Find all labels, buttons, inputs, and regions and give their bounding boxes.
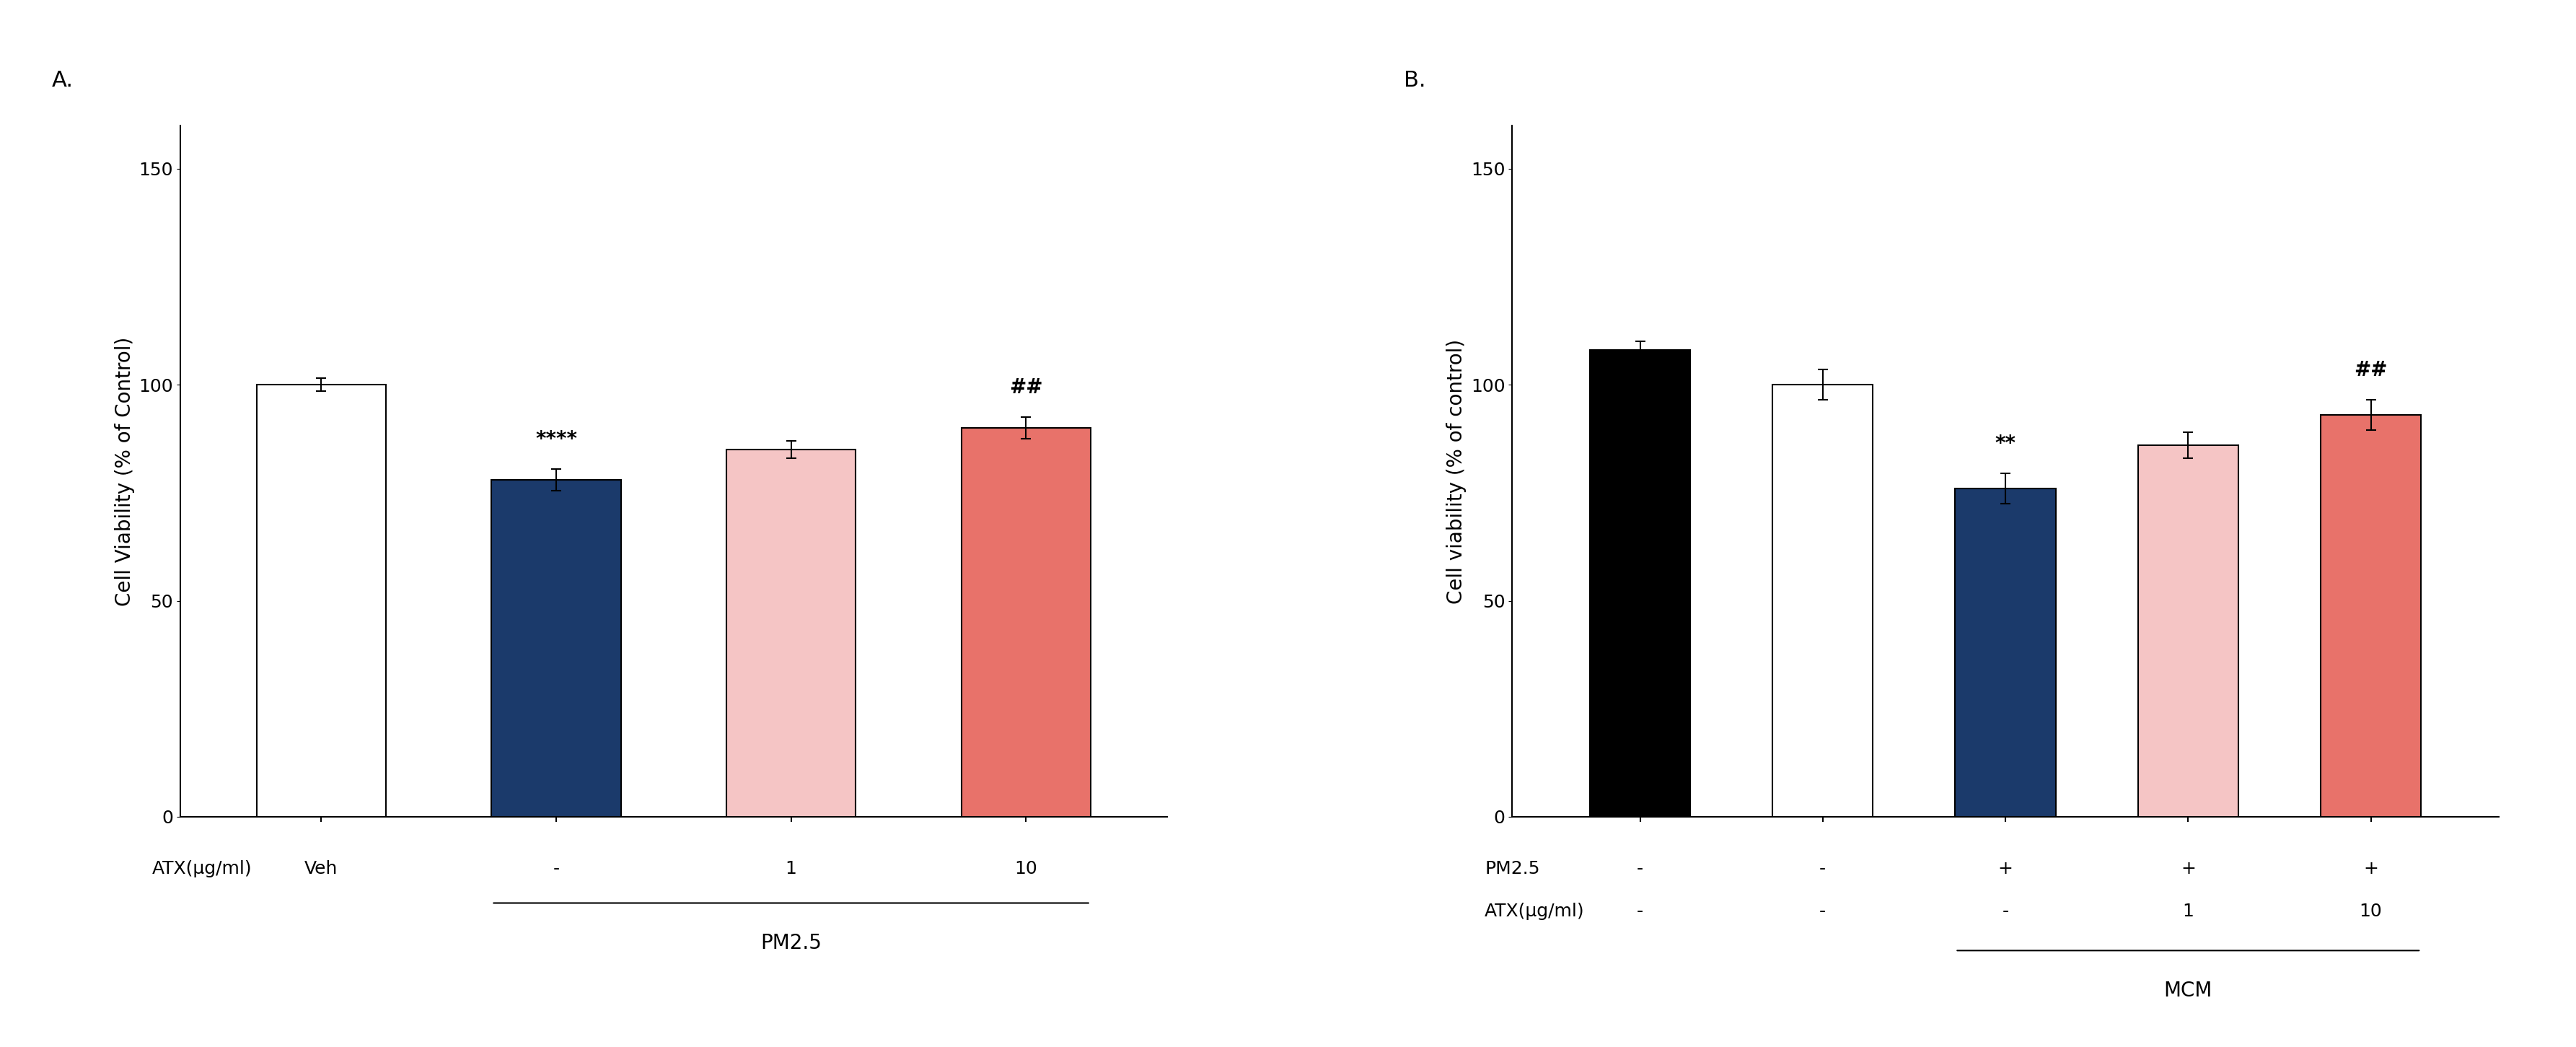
Bar xyxy=(2138,445,2239,817)
Y-axis label: Cell Viability (% of Control): Cell Viability (% of Control) xyxy=(116,336,134,606)
Bar xyxy=(1589,350,1690,817)
Text: 1: 1 xyxy=(2182,903,2195,920)
Bar xyxy=(258,384,386,817)
Text: -: - xyxy=(1636,903,1643,920)
Text: A.: A. xyxy=(52,70,75,91)
Text: MCM: MCM xyxy=(2164,981,2213,1001)
Bar xyxy=(1772,384,1873,817)
Text: Veh: Veh xyxy=(304,860,337,877)
Text: ##: ## xyxy=(1010,378,1043,398)
Text: 10: 10 xyxy=(2360,903,2383,920)
Text: **: ** xyxy=(1994,433,2017,454)
Text: ****: **** xyxy=(536,429,577,449)
Text: 10: 10 xyxy=(1015,860,1038,877)
Text: PM2.5: PM2.5 xyxy=(760,933,822,954)
Bar xyxy=(961,428,1090,817)
Text: PM2.5: PM2.5 xyxy=(1484,860,1540,877)
Text: ATX(μg/ml): ATX(μg/ml) xyxy=(1484,903,1584,920)
Bar xyxy=(492,480,621,817)
Text: +: + xyxy=(2362,860,2378,877)
Text: 1: 1 xyxy=(786,860,796,877)
Text: B.: B. xyxy=(1404,70,1425,91)
Bar xyxy=(1955,488,2056,817)
Text: ##: ## xyxy=(2354,360,2388,380)
Text: -: - xyxy=(1636,860,1643,877)
Text: -: - xyxy=(1819,903,1826,920)
Text: -: - xyxy=(554,860,559,877)
Text: -: - xyxy=(2002,903,2009,920)
Text: +: + xyxy=(1999,860,2012,877)
Bar xyxy=(726,449,855,817)
Bar xyxy=(2321,415,2421,817)
Text: +: + xyxy=(2182,860,2195,877)
Y-axis label: Cell viability (% of control): Cell viability (% of control) xyxy=(1448,338,1466,604)
Text: -: - xyxy=(1819,860,1826,877)
Text: ATX(μg/ml): ATX(μg/ml) xyxy=(152,860,252,877)
